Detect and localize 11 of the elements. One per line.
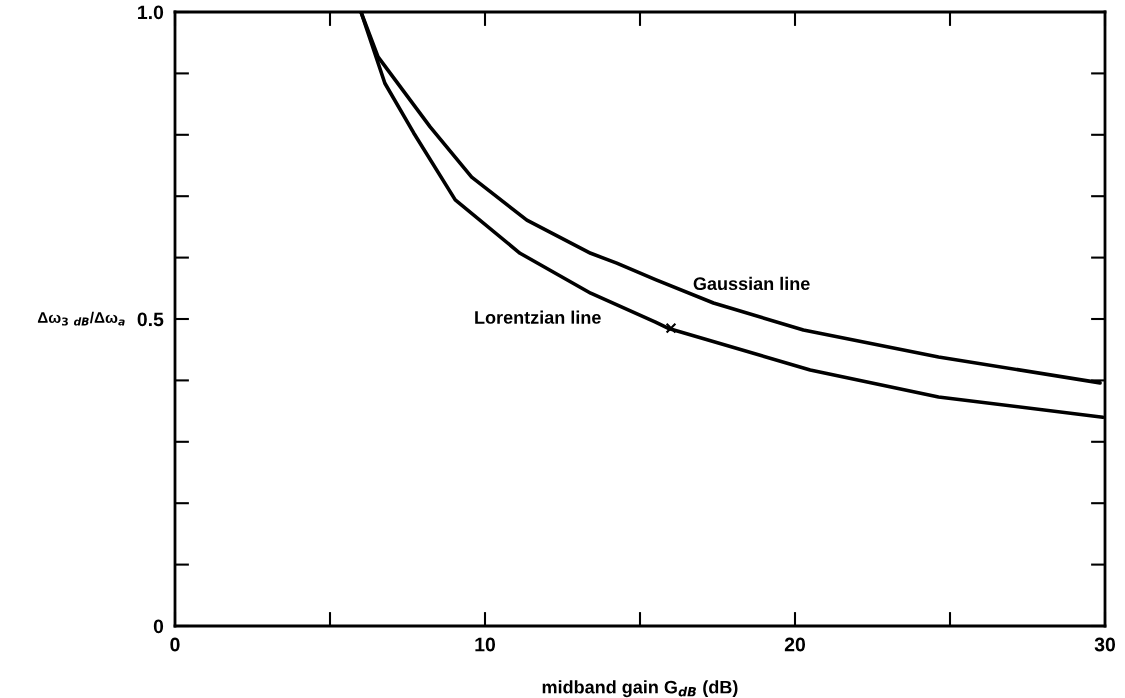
y-tick-label: 0.5 <box>137 312 164 327</box>
x-tick-label: 10 <box>475 637 496 652</box>
x-tick-label: 20 <box>784 637 806 652</box>
annotation: Lorentzian line <box>475 310 601 324</box>
y-axis-title: Δω$_{3 dB}$/Δω$_{a}$ <box>37 311 125 326</box>
x-tick-label: 0 <box>170 637 180 652</box>
x-tick-label: 30 <box>1094 637 1116 652</box>
annotation: Gaussian line <box>693 276 810 291</box>
x-axis-title: midband gain G$_{dB}$ (dB) <box>542 680 738 698</box>
y-tick-label: 1.0 <box>138 5 164 20</box>
y-tick-label: 0 <box>153 619 164 634</box>
